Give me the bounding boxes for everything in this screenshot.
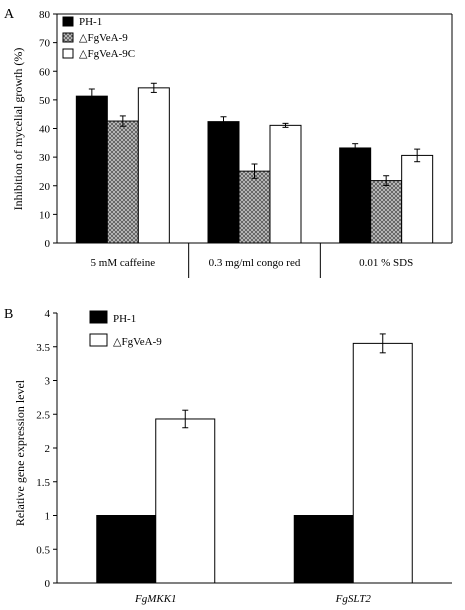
panel-b-category-label: FgSLT2 [335, 593, 372, 605]
panel-a-y-tick-label: 40 [39, 124, 51, 136]
panel-b-legend-label: △FgVeA-9 [113, 336, 162, 348]
panel-a-bar [75, 95, 108, 244]
panel-a-legend-label: △FgVeA-9C [79, 48, 135, 60]
panel-a-category-label: 0.01 % SDS [359, 257, 413, 269]
panel-a-bar [401, 154, 434, 244]
panel-a-y-tick-label: 50 [39, 95, 51, 107]
panel-a-legend-swatch [62, 16, 74, 27]
panel-a-y-tick-label: 60 [39, 66, 51, 78]
panel-b-y-axis-label: Relative gene expression level [13, 379, 27, 526]
panel-b-y-tick-label: 3 [45, 376, 51, 388]
panel-b-chart: B Relative gene expression level 0 0.5 1 1.… [4, 307, 452, 605]
panel-a-legend-label: △FgVeA-9 [79, 32, 128, 44]
panel-a-label: A [4, 7, 15, 22]
panel-b-bar [155, 418, 216, 584]
panel-a-bar [137, 87, 170, 244]
panel-b-y-tick-label: 0.5 [36, 544, 50, 556]
panel-a-y-axis-label: Inhibition of mycelial growth (%) [11, 48, 25, 211]
panel-a-y-tick-label: 30 [39, 152, 51, 164]
panel-a-legend-swatch [62, 48, 74, 59]
panel-b-y-tick-label: 1 [45, 511, 51, 523]
panel-b-label: B [4, 307, 13, 322]
panel-b-y-tick-label: 2.5 [36, 409, 50, 421]
panel-a-bar [269, 124, 302, 244]
panel-b-legend-label: PH-1 [113, 313, 136, 325]
panel-b-legend-swatch [89, 333, 108, 347]
panel-a-category-label: 5 mM caffeine [91, 257, 156, 269]
panel-a-bar [339, 147, 372, 244]
panel-b-y-tick-label: 3.5 [36, 342, 50, 354]
panel-b-plot-area: 0 0.5 1 1.5 2 2.5 3 3.5 4 FgMKK1 FgSLT2 PH-1 △FgVeA-… [36, 308, 452, 605]
panel-b-category-label: FgMKK1 [134, 593, 177, 605]
panel-a-y-tick-label: 80 [39, 9, 51, 21]
panel-a-y-tick-label: 20 [39, 181, 51, 193]
panel-b-bar [96, 515, 157, 584]
panel-a-y-tick-label: 10 [39, 209, 51, 221]
panel-a-y-tick-label: 0 [45, 238, 51, 250]
panel-a-bar [207, 121, 240, 244]
panel-b-legend-swatch [89, 310, 108, 324]
panel-a-category-label: 0.3 mg/ml congo red [209, 257, 301, 269]
panel-b-y-tick-label: 0 [45, 578, 51, 590]
panel-a-bar [106, 120, 139, 244]
panel-b-y-tick-label: 4 [45, 308, 51, 320]
panel-b-bar [293, 515, 354, 584]
panel-a-bar [238, 170, 271, 244]
panel-a-chart: A Inhibition of mycelial growth (%) 0 10 2… [4, 7, 453, 278]
panel-a-legend-label: PH-1 [79, 16, 102, 28]
panel-b-bar [352, 342, 413, 584]
panel-a-bar [370, 180, 403, 244]
panel-b-y-tick-label: 2 [45, 443, 51, 455]
panel-b-y-tick-label: 1.5 [36, 477, 50, 489]
panel-a-y-tick-label: 70 [39, 38, 51, 50]
panel-a-plot-area: 0 10 20 30 40 50 60 70 80 5 mM caffeine 0.3 mg/ml … [39, 9, 453, 278]
panel-a-legend-swatch [62, 32, 74, 43]
